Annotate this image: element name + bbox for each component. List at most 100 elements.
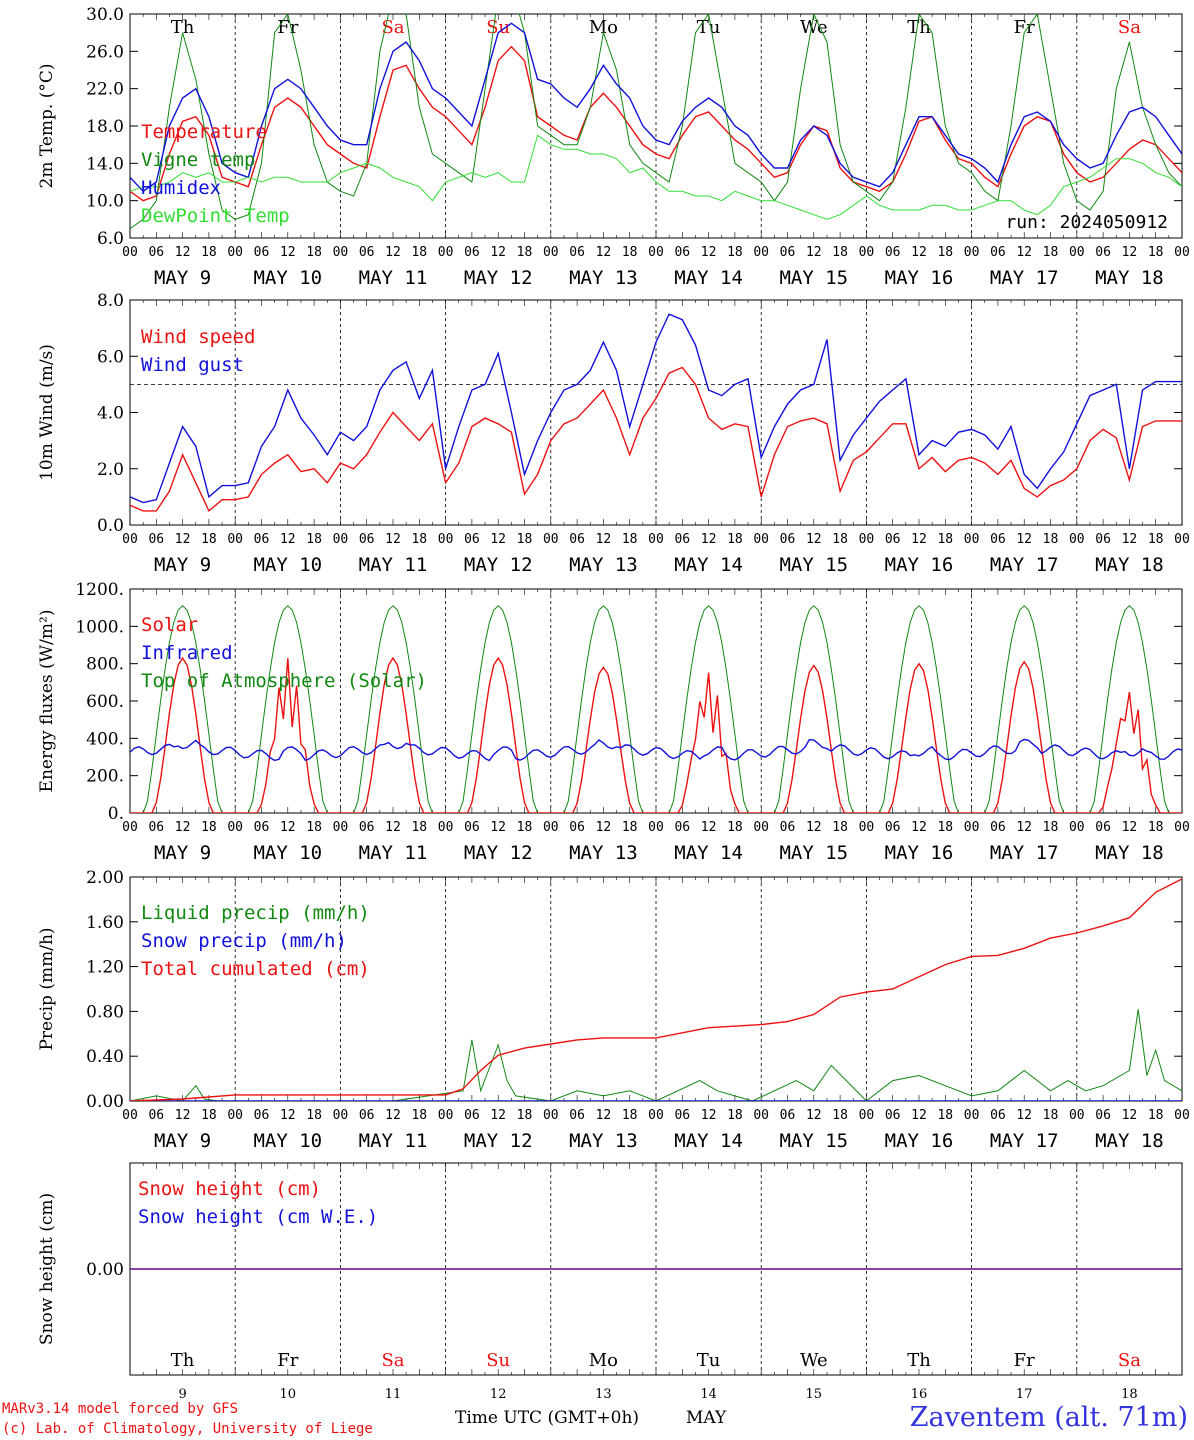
date-label: MAY 17 (990, 554, 1059, 576)
hour-tick-label: 18 (832, 1108, 848, 1123)
hour-tick-label: 06 (780, 532, 796, 547)
y-tick-label: 8.0 (97, 291, 124, 311)
hour-tick-label: 18 (832, 820, 848, 835)
credit-line-1: MARv3.14 model forced by GFS (2, 1401, 238, 1417)
hour-tick-label: 00 (859, 820, 875, 835)
plot-frame (129, 299, 1183, 526)
hour-tick-label: 06 (569, 245, 585, 260)
panel-temp: 6.0 10.0 14.0 18.0 22.0 26.0 30.0 2m Temp. (°C)… (37, 5, 1190, 289)
hour-tick-label: 00 (1174, 245, 1190, 260)
date-label: MAY 16 (885, 842, 954, 864)
hour-tick-label: 06 (674, 532, 690, 547)
hour-tick-label: 00 (859, 1108, 875, 1123)
hour-tick-label: 12 (1122, 820, 1138, 835)
date-label: MAY 18 (1095, 267, 1164, 289)
y-tick-label: 6.0 (97, 229, 124, 249)
legend-entry: Infrared (141, 642, 233, 664)
y-tick-label: 30.0 (86, 5, 124, 25)
hour-tick-label: 06 (674, 820, 690, 835)
hour-tick-label: 12 (1016, 820, 1032, 835)
date-label: MAY 9 (154, 554, 211, 576)
weekday-label: Sa (381, 1350, 404, 1371)
legend-entry: Snow precip (mm/h) (141, 930, 347, 952)
hour-tick-label: 18 (201, 532, 217, 547)
date-label: MAY 14 (674, 267, 743, 289)
hour-tick-label: 00 (859, 532, 875, 547)
station-title: Zaventem (alt. 71m) (910, 1402, 1188, 1433)
date-label: MAY 14 (674, 842, 743, 864)
y-tick-label: 1200. (75, 580, 124, 600)
run-label: run: 2024050912 (1005, 212, 1168, 233)
weekday-label: Fr (277, 17, 298, 38)
date-label: MAY 17 (990, 1130, 1059, 1152)
day-number-label: 15 (806, 1387, 823, 1402)
weekday-label: Th (171, 17, 195, 38)
hour-tick-label: 12 (490, 245, 506, 260)
hour-tick-label: 12 (701, 820, 717, 835)
hour-tick-label: 12 (806, 1108, 822, 1123)
hour-tick-label: 00 (438, 245, 454, 260)
hour-tick-label: 00 (753, 820, 769, 835)
hour-tick-label: 18 (622, 1108, 638, 1123)
y-tick-label: 22.0 (86, 80, 124, 100)
date-label: MAY 11 (359, 554, 428, 576)
date-label: MAY 10 (253, 1130, 322, 1152)
hour-tick-label: 00 (122, 1108, 138, 1123)
legend-entry: Top of Atmosphere (Solar) (141, 670, 427, 692)
hour-tick-label: 12 (280, 1108, 296, 1123)
hour-tick-label: 06 (674, 1108, 690, 1123)
date-label: MAY 16 (885, 554, 954, 576)
y-tick-label: 6.0 (97, 347, 124, 367)
hour-tick-label: 06 (885, 532, 901, 547)
hour-tick-label: 00 (648, 1108, 664, 1123)
y-tick-label: 0. (108, 804, 124, 824)
date-label: MAY 12 (464, 842, 533, 864)
hour-tick-label: 06 (780, 245, 796, 260)
hour-tick-label: 06 (990, 532, 1006, 547)
hour-tick-label: 12 (911, 532, 927, 547)
hour-tick-label: 18 (622, 532, 638, 547)
date-label: MAY 12 (464, 554, 533, 576)
hour-tick-label: 06 (780, 1108, 796, 1123)
y-axis-label: 10m Wind (m/s) (37, 344, 57, 481)
hour-tick-label: 00 (753, 245, 769, 260)
weekday-label: We (800, 17, 828, 38)
hour-tick-label: 12 (1122, 1108, 1138, 1123)
hour-tick-label: 18 (306, 1108, 322, 1123)
hour-tick-label: 18 (727, 532, 743, 547)
hour-tick-label: 12 (280, 245, 296, 260)
hour-tick-label: 12 (175, 1108, 191, 1123)
hour-tick-label: 00 (648, 245, 664, 260)
date-label: MAY 14 (674, 1130, 743, 1152)
legend-entry: Wind speed (141, 326, 255, 348)
hour-tick-label: 00 (333, 245, 349, 260)
hour-tick-label: 00 (438, 820, 454, 835)
y-tick-label: 1000. (75, 617, 124, 637)
series-group (130, 605, 1182, 813)
hour-tick-label: 18 (1148, 532, 1164, 547)
y-tick-label: 2.00 (86, 868, 124, 888)
credit-line-2: (c) Lab. of Climatology, University of L… (2, 1421, 373, 1437)
hour-tick-label: 18 (1148, 1108, 1164, 1123)
hour-tick-label: 00 (648, 532, 664, 547)
date-label: MAY 15 (779, 1130, 848, 1152)
hour-tick-label: 06 (674, 245, 690, 260)
date-label: MAY 15 (779, 554, 848, 576)
legend-entry: Wind gust (141, 354, 244, 376)
hour-tick-label: 00 (964, 245, 980, 260)
weekday-label: Tu (697, 1350, 721, 1371)
date-label: MAY 18 (1095, 842, 1164, 864)
weekday-label: Sa (381, 17, 404, 38)
weekday-label: Mo (589, 1350, 618, 1371)
hour-tick-label: 12 (911, 1108, 927, 1123)
day-number-label: 12 (490, 1387, 507, 1402)
y-tick-label: 18.0 (86, 117, 124, 137)
weekday-label: Th (907, 1350, 931, 1371)
hour-tick-label: 06 (359, 245, 375, 260)
hour-tick-label: 18 (517, 1108, 533, 1123)
legend-entry: Total cumulated (cm) (141, 958, 370, 980)
hour-tick-label: 18 (411, 245, 427, 260)
date-label: MAY 10 (253, 267, 322, 289)
y-tick-label: 14.0 (86, 154, 124, 174)
